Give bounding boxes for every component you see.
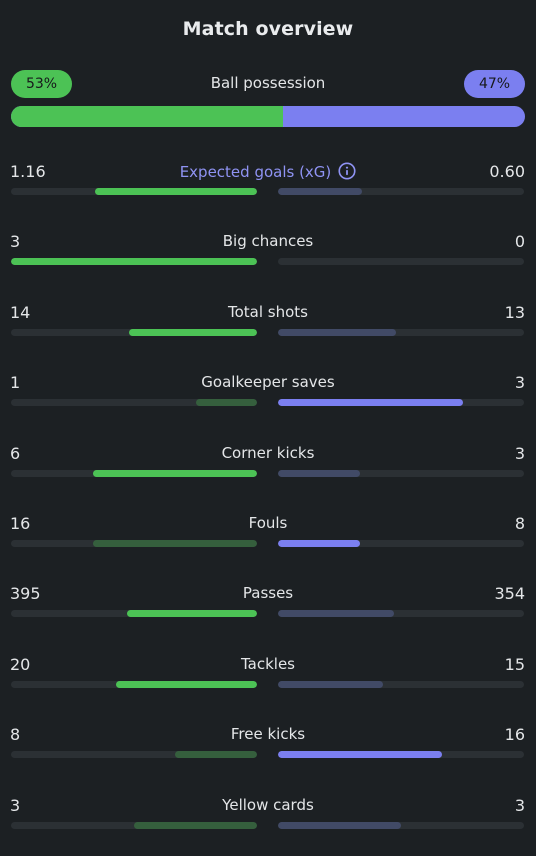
home-bar-track [11,470,257,477]
stat-label: Big chances [0,232,536,250]
away-bar-track [278,399,524,406]
stat-label: Corner kicks [0,444,536,462]
away-bar-fill [278,188,362,195]
home-possession-fill [11,106,284,127]
home-value: 1.16 [10,162,46,181]
home-bar-fill [93,470,257,477]
stat-label-text: Free kicks [230,725,306,743]
stat-label: Free kicks [0,725,536,743]
home-value: 14 [10,303,31,322]
home-value: 16 [10,514,31,533]
home-bar-track [11,258,257,265]
away-bar-track [278,610,524,617]
away-bar-track [278,258,524,265]
away-bar-track [278,822,524,829]
home-bar-track [11,399,257,406]
home-bar-fill [195,399,257,406]
home-bar-track [11,751,257,758]
stat-label-text: Fouls [248,514,288,532]
stat-row: 395 Passes 354 [0,584,536,634]
away-bar-fill [278,610,395,617]
away-bar-track [278,188,524,195]
home-bar-track [11,188,257,195]
stat-row: 6 Corner kicks 3 [0,444,536,494]
stat-label: Goalkeeper saves [0,373,536,391]
page-title: Match overview [182,18,354,40]
away-bar-fill [278,822,401,829]
stat-label[interactable]: Expected goals (xG) [0,162,536,181]
stat-row: 1 Goalkeeper saves 3 [0,373,536,423]
away-bar-fill [278,329,397,336]
away-value: 16 [504,725,525,744]
home-bar-fill [134,822,257,829]
home-bar-fill [127,610,257,617]
home-bar-track [11,681,257,688]
home-bar-fill [93,540,257,547]
away-value: 354 [494,584,525,603]
home-bar-fill [11,258,257,265]
stat-row: 14 Total shots 13 [0,303,536,353]
away-value: 13 [504,303,525,322]
away-bar-track [278,470,524,477]
stat-label-text: Goalkeeper saves [201,373,335,391]
home-value: 6 [10,444,21,463]
home-possession-badge: 53% [11,70,72,98]
stat-row: 1.16 Expected goals (xG) 0.60 [0,162,536,212]
away-bar-fill [278,681,384,688]
home-bar-fill [129,329,257,336]
away-bar-track [278,751,524,758]
stat-label-text: Expected goals (xG) [179,163,332,181]
stat-label-text: Corner kicks [221,444,315,462]
away-value: 3 [514,796,525,815]
home-bar-track [11,329,257,336]
away-bar-track [278,329,524,336]
away-value: 0 [514,232,525,251]
stat-label: Total shots [0,303,536,321]
stat-row: 20 Tackles 15 [0,655,536,705]
stat-label: Fouls [0,514,536,532]
stat-label-text: Total shots [228,303,308,321]
away-value: 3 [514,444,525,463]
stat-label: Passes [0,584,536,602]
away-value: 8 [514,514,525,533]
possession-label: Ball possession [210,74,326,92]
home-value: 20 [10,655,31,674]
stat-row: 3 Yellow cards 3 [0,796,536,846]
away-value: 0.60 [489,162,525,181]
stat-label-text: Tackles [240,655,296,673]
away-bar-fill [278,751,442,758]
stat-row: 3 Big chances 0 [0,232,536,282]
home-value: 8 [10,725,21,744]
stat-label-text: Big chances [222,232,314,250]
home-bar-track [11,540,257,547]
away-bar-track [278,681,524,688]
home-bar-fill [116,681,257,688]
home-value: 1 [10,373,21,392]
home-bar-fill [175,751,257,758]
home-bar-track [11,822,257,829]
info-icon[interactable] [338,162,356,180]
home-value: 3 [10,232,21,251]
stat-label: Tackles [0,655,536,673]
home-value: 3 [10,796,21,815]
stat-label-text: Passes [242,584,294,602]
away-value: 15 [504,655,525,674]
away-bar-fill [278,399,463,406]
home-value: 395 [10,584,41,603]
away-value: 3 [514,373,525,392]
away-bar-fill [278,470,360,477]
possession-bar [11,106,525,127]
stat-label: Yellow cards [0,796,536,814]
stat-row: 16 Fouls 8 [0,514,536,564]
home-bar-fill [94,188,257,195]
away-bar-track [278,540,524,547]
home-bar-track [11,610,257,617]
stat-row: 8 Free kicks 16 [0,725,536,775]
away-bar-fill [278,540,360,547]
away-possession-badge: 47% [464,70,525,98]
stat-label-text: Yellow cards [222,796,314,814]
